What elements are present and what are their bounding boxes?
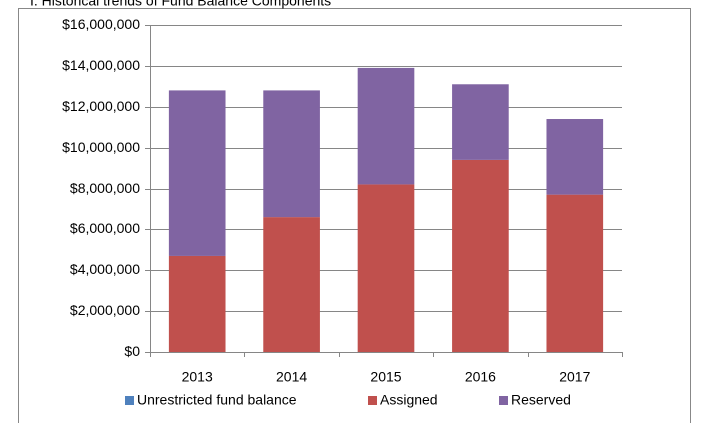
bar-segment xyxy=(546,119,604,195)
y-tick-label: $0 xyxy=(124,343,140,359)
legend-label: Unrestricted fund balance xyxy=(137,392,297,408)
legend-swatch xyxy=(368,396,377,405)
bar-segment xyxy=(452,159,509,352)
bar-segment xyxy=(263,90,320,218)
bar-segment xyxy=(263,217,320,352)
y-tick-label: $8,000,000 xyxy=(70,180,140,196)
y-tick-label: $6,000,000 xyxy=(70,220,140,236)
y-tick-label: $16,000,000 xyxy=(62,16,140,32)
bar-segment xyxy=(357,67,415,185)
bar-segment xyxy=(357,184,415,352)
y-tick-label: $14,000,000 xyxy=(62,57,140,73)
x-tick-label: 2016 xyxy=(465,369,496,385)
y-tick-label: $12,000,000 xyxy=(62,98,140,114)
bar-segment xyxy=(452,84,509,160)
y-tick-label: $10,000,000 xyxy=(62,139,140,155)
chart-frame xyxy=(18,8,691,423)
legend-label: Assigned xyxy=(380,392,438,408)
x-tick-label: 2017 xyxy=(559,369,590,385)
x-tick-label: 2014 xyxy=(276,369,307,385)
legend-label: Reserved xyxy=(511,392,571,408)
y-tick-label: $2,000,000 xyxy=(70,302,140,318)
x-tick-label: 2013 xyxy=(182,369,213,385)
y-tick-label: $4,000,000 xyxy=(70,261,140,277)
bar-segment xyxy=(168,255,226,352)
legend-swatch xyxy=(125,396,134,405)
chart-title: I. Historical trends of Fund Balance Com… xyxy=(30,0,331,9)
x-tick-label: 2015 xyxy=(370,369,401,385)
bar-segment xyxy=(168,90,226,256)
bar-segment xyxy=(546,194,604,352)
legend-swatch xyxy=(499,396,508,405)
